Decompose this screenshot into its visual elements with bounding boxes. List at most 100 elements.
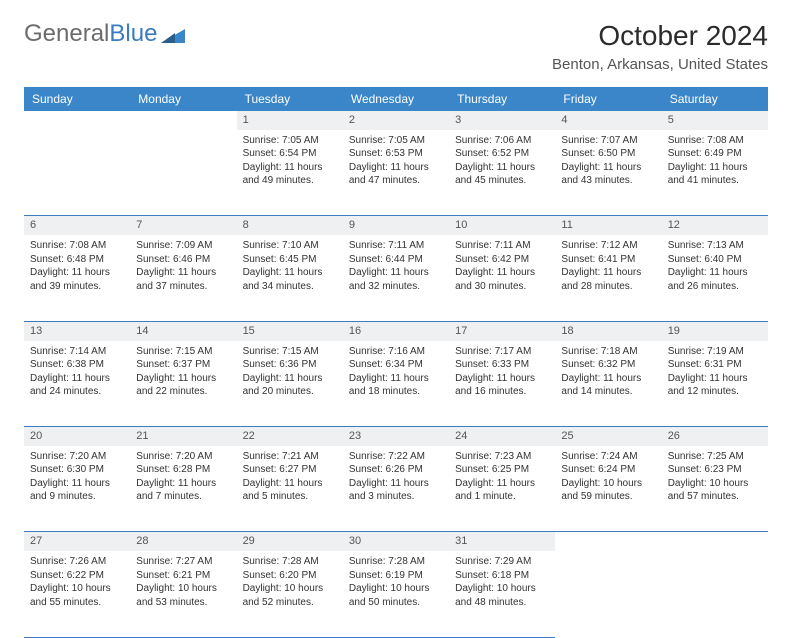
- sunrise-text: Sunrise: 7:18 AM: [561, 345, 655, 359]
- sunset-text: Sunset: 6:53 PM: [349, 147, 443, 161]
- daylight-text: Daylight: 11 hours and 1 minute.: [455, 477, 549, 504]
- sunset-text: Sunset: 6:33 PM: [455, 358, 549, 372]
- sunrise-text: Sunrise: 7:23 AM: [455, 450, 549, 464]
- daylight-text: Daylight: 11 hours and 47 minutes.: [349, 161, 443, 188]
- day-cell: [662, 551, 768, 637]
- day-cell: Sunrise: 7:11 AMSunset: 6:44 PMDaylight:…: [343, 235, 449, 321]
- day-cell: Sunrise: 7:21 AMSunset: 6:27 PMDaylight:…: [237, 446, 343, 532]
- day-cell: Sunrise: 7:28 AMSunset: 6:19 PMDaylight:…: [343, 551, 449, 637]
- day-number: 17: [449, 321, 555, 340]
- weekday-header: Monday: [130, 87, 236, 111]
- sunrise-text: Sunrise: 7:20 AM: [136, 450, 230, 464]
- sunrise-text: Sunrise: 7:05 AM: [243, 134, 337, 148]
- sunset-text: Sunset: 6:46 PM: [136, 253, 230, 267]
- day-number: 31: [449, 532, 555, 551]
- sunrise-text: Sunrise: 7:25 AM: [668, 450, 762, 464]
- daylight-text: Daylight: 11 hours and 43 minutes.: [561, 161, 655, 188]
- sunrise-text: Sunrise: 7:22 AM: [349, 450, 443, 464]
- sunset-text: Sunset: 6:18 PM: [455, 569, 549, 583]
- sunrise-text: Sunrise: 7:19 AM: [668, 345, 762, 359]
- day-number: 27: [24, 532, 130, 551]
- day-cell: Sunrise: 7:08 AMSunset: 6:49 PMDaylight:…: [662, 130, 768, 216]
- daylight-text: Daylight: 10 hours and 59 minutes.: [561, 477, 655, 504]
- day-content-row: Sunrise: 7:08 AMSunset: 6:48 PMDaylight:…: [24, 235, 768, 321]
- day-cell: Sunrise: 7:24 AMSunset: 6:24 PMDaylight:…: [555, 446, 661, 532]
- day-cell: Sunrise: 7:19 AMSunset: 6:31 PMDaylight:…: [662, 341, 768, 427]
- sunrise-text: Sunrise: 7:12 AM: [561, 239, 655, 253]
- daylight-text: Daylight: 11 hours and 41 minutes.: [668, 161, 762, 188]
- sunset-text: Sunset: 6:49 PM: [668, 147, 762, 161]
- sunrise-text: Sunrise: 7:24 AM: [561, 450, 655, 464]
- weekday-header: Thursday: [449, 87, 555, 111]
- location-text: Benton, Arkansas, United States: [552, 56, 768, 73]
- day-number: 29: [237, 532, 343, 551]
- daylight-text: Daylight: 11 hours and 37 minutes.: [136, 266, 230, 293]
- daylight-text: Daylight: 11 hours and 39 minutes.: [30, 266, 124, 293]
- daylight-text: Daylight: 11 hours and 34 minutes.: [243, 266, 337, 293]
- day-number: 23: [343, 427, 449, 446]
- sunset-text: Sunset: 6:19 PM: [349, 569, 443, 583]
- sunset-text: Sunset: 6:27 PM: [243, 463, 337, 477]
- calendar-table: SundayMondayTuesdayWednesdayThursdayFrid…: [24, 87, 768, 638]
- daylight-text: Daylight: 10 hours and 57 minutes.: [668, 477, 762, 504]
- sunrise-text: Sunrise: 7:17 AM: [455, 345, 549, 359]
- day-number-row: 20212223242526: [24, 427, 768, 446]
- sunset-text: Sunset: 6:48 PM: [30, 253, 124, 267]
- day-cell: [24, 130, 130, 216]
- sunrise-text: Sunrise: 7:28 AM: [243, 555, 337, 569]
- day-number: 16: [343, 321, 449, 340]
- weekday-header-row: SundayMondayTuesdayWednesdayThursdayFrid…: [24, 87, 768, 111]
- daylight-text: Daylight: 11 hours and 9 minutes.: [30, 477, 124, 504]
- sunset-text: Sunset: 6:40 PM: [668, 253, 762, 267]
- day-cell: Sunrise: 7:16 AMSunset: 6:34 PMDaylight:…: [343, 341, 449, 427]
- day-number: 20: [24, 427, 130, 446]
- sunrise-text: Sunrise: 7:10 AM: [243, 239, 337, 253]
- day-cell: Sunrise: 7:29 AMSunset: 6:18 PMDaylight:…: [449, 551, 555, 637]
- sunrise-text: Sunrise: 7:28 AM: [349, 555, 443, 569]
- day-number: 8: [237, 216, 343, 235]
- day-number: [555, 532, 661, 551]
- sunset-text: Sunset: 6:38 PM: [30, 358, 124, 372]
- daylight-text: Daylight: 11 hours and 16 minutes.: [455, 372, 549, 399]
- sunset-text: Sunset: 6:21 PM: [136, 569, 230, 583]
- daylight-text: Daylight: 11 hours and 12 minutes.: [668, 372, 762, 399]
- sunrise-text: Sunrise: 7:26 AM: [30, 555, 124, 569]
- daylight-text: Daylight: 11 hours and 22 minutes.: [136, 372, 230, 399]
- sunset-text: Sunset: 6:54 PM: [243, 147, 337, 161]
- day-number-row: 6789101112: [24, 216, 768, 235]
- day-cell: Sunrise: 7:23 AMSunset: 6:25 PMDaylight:…: [449, 446, 555, 532]
- weekday-header: Sunday: [24, 87, 130, 111]
- sunset-text: Sunset: 6:50 PM: [561, 147, 655, 161]
- daylight-text: Daylight: 11 hours and 18 minutes.: [349, 372, 443, 399]
- sunset-text: Sunset: 6:45 PM: [243, 253, 337, 267]
- daylight-text: Daylight: 11 hours and 5 minutes.: [243, 477, 337, 504]
- sunset-text: Sunset: 6:52 PM: [455, 147, 549, 161]
- sunrise-text: Sunrise: 7:13 AM: [668, 239, 762, 253]
- day-number: 14: [130, 321, 236, 340]
- day-number: 19: [662, 321, 768, 340]
- day-cell: Sunrise: 7:26 AMSunset: 6:22 PMDaylight:…: [24, 551, 130, 637]
- day-number: 24: [449, 427, 555, 446]
- title-block: October 2024 Benton, Arkansas, United St…: [552, 20, 768, 73]
- day-cell: Sunrise: 7:15 AMSunset: 6:37 PMDaylight:…: [130, 341, 236, 427]
- sunset-text: Sunset: 6:20 PM: [243, 569, 337, 583]
- daylight-text: Daylight: 10 hours and 48 minutes.: [455, 582, 549, 609]
- day-number: 12: [662, 216, 768, 235]
- daylight-text: Daylight: 11 hours and 3 minutes.: [349, 477, 443, 504]
- sunrise-text: Sunrise: 7:16 AM: [349, 345, 443, 359]
- day-cell: Sunrise: 7:05 AMSunset: 6:53 PMDaylight:…: [343, 130, 449, 216]
- brand-logo: GeneralBlue: [24, 20, 185, 48]
- day-number: 10: [449, 216, 555, 235]
- day-number: 11: [555, 216, 661, 235]
- day-number: 21: [130, 427, 236, 446]
- day-number: 15: [237, 321, 343, 340]
- day-cell: Sunrise: 7:17 AMSunset: 6:33 PMDaylight:…: [449, 341, 555, 427]
- day-number: 6: [24, 216, 130, 235]
- day-cell: [130, 130, 236, 216]
- sunrise-text: Sunrise: 7:11 AM: [349, 239, 443, 253]
- header: GeneralBlue October 2024 Benton, Arkansa…: [24, 20, 768, 73]
- day-number-row: 2728293031: [24, 532, 768, 551]
- daylight-text: Daylight: 10 hours and 52 minutes.: [243, 582, 337, 609]
- day-cell: Sunrise: 7:15 AMSunset: 6:36 PMDaylight:…: [237, 341, 343, 427]
- day-cell: Sunrise: 7:14 AMSunset: 6:38 PMDaylight:…: [24, 341, 130, 427]
